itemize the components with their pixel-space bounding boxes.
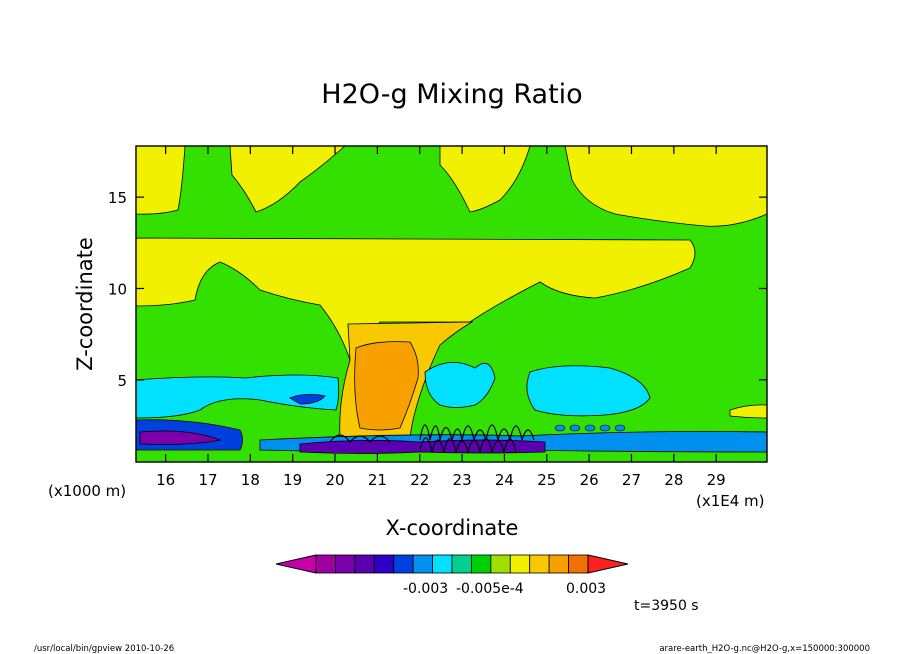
- colorbar-swatch-3: [373, 554, 395, 574]
- colorbar-label-2: -0.005e-4: [456, 581, 524, 597]
- colorbar-swatch-1: [335, 554, 356, 574]
- contour-yellow-right: [729, 404, 767, 419]
- contour-yellow-upper-left: [136, 146, 186, 215]
- y-tick-label-5: 5: [117, 372, 127, 390]
- colorbar-swatch-0: [315, 554, 336, 574]
- convective-region: [329, 424, 535, 455]
- x-tick-label-29: 29: [707, 471, 726, 489]
- y-tick-label-15: 15: [108, 189, 127, 207]
- colorbar-swatch-7: [451, 554, 472, 574]
- x-tick-label-21: 21: [368, 471, 387, 489]
- time-label: t=3950 s: [634, 598, 699, 614]
- colorbar-swatch-10: [509, 554, 531, 574]
- colorbar-label-3: 0.003: [566, 581, 606, 597]
- contour-blue-small: [289, 394, 326, 405]
- x-tick-label-28: 28: [664, 471, 683, 489]
- contour-purple-left: [139, 430, 222, 445]
- x-axis: 16 17 18 19 20 21 22 23 24 25 26 27 28 29: [156, 146, 726, 489]
- x-tick-label-26: 26: [580, 471, 599, 489]
- colorbar-swatch-5: [412, 554, 433, 574]
- contour-yellow-upper-center: [439, 146, 531, 213]
- contour-purple-low: [299, 439, 546, 454]
- x-tick-label-16: 16: [156, 471, 175, 489]
- x-tick-label-24: 24: [495, 471, 514, 489]
- x-tick-label-17: 17: [198, 471, 217, 489]
- colorbar-swatch-11: [529, 554, 550, 574]
- chart-title: H2O-g Mixing Ratio: [321, 79, 582, 110]
- contour-cyan-mid: [424, 362, 496, 408]
- colorbar-swatch-2: [354, 554, 375, 574]
- colorbar-arrow-right: [587, 554, 629, 574]
- footer-right: arare-earth_H2O-g.nc@H2O-g,x=150000:3000…: [659, 644, 870, 654]
- colorbar-label-1: -0.003: [403, 581, 448, 597]
- x-unit-left: (x1000 m): [48, 482, 126, 500]
- y-axis-label: Z-coordinate: [73, 237, 97, 371]
- colorbar-arrow-left: [275, 554, 317, 574]
- y-axis: 5 10 15: [108, 189, 767, 390]
- colorbar-swatch-4: [393, 554, 414, 574]
- footer-left: /usr/local/bin/gpview 2010-10-26: [34, 644, 174, 654]
- small-eddies: [554, 424, 626, 432]
- x-unit-right: (x1E4 m): [696, 492, 765, 510]
- x-tick-label-23: 23: [453, 471, 472, 489]
- colorbar-swatch-9: [490, 554, 511, 574]
- contour-yellow-upper-mid: [229, 146, 346, 213]
- plot-frame: [135, 145, 768, 463]
- colorbar-swatch-12: [548, 554, 569, 574]
- x-tick-label-20: 20: [325, 471, 344, 489]
- contour-yellow-upper-right: [564, 146, 767, 227]
- colorbar: [275, 554, 629, 574]
- x-tick-label-18: 18: [241, 471, 260, 489]
- contour-orange-core: [354, 341, 419, 431]
- colorbar-swatch-6: [432, 554, 453, 574]
- contour-cyan-left: [136, 374, 340, 419]
- y-tick-label-10: 10: [108, 280, 127, 298]
- plot-area: [136, 146, 767, 462]
- colorbar-swatch-13: [568, 554, 589, 574]
- x-tick-label-25: 25: [537, 471, 556, 489]
- x-axis-label: X-coordinate: [386, 516, 519, 540]
- x-tick-label-27: 27: [622, 471, 641, 489]
- x-tick-label-22: 22: [410, 471, 429, 489]
- colorbar-swatch-8: [471, 554, 492, 574]
- x-tick-label-19: 19: [283, 471, 302, 489]
- contour-cyan-right: [526, 365, 651, 417]
